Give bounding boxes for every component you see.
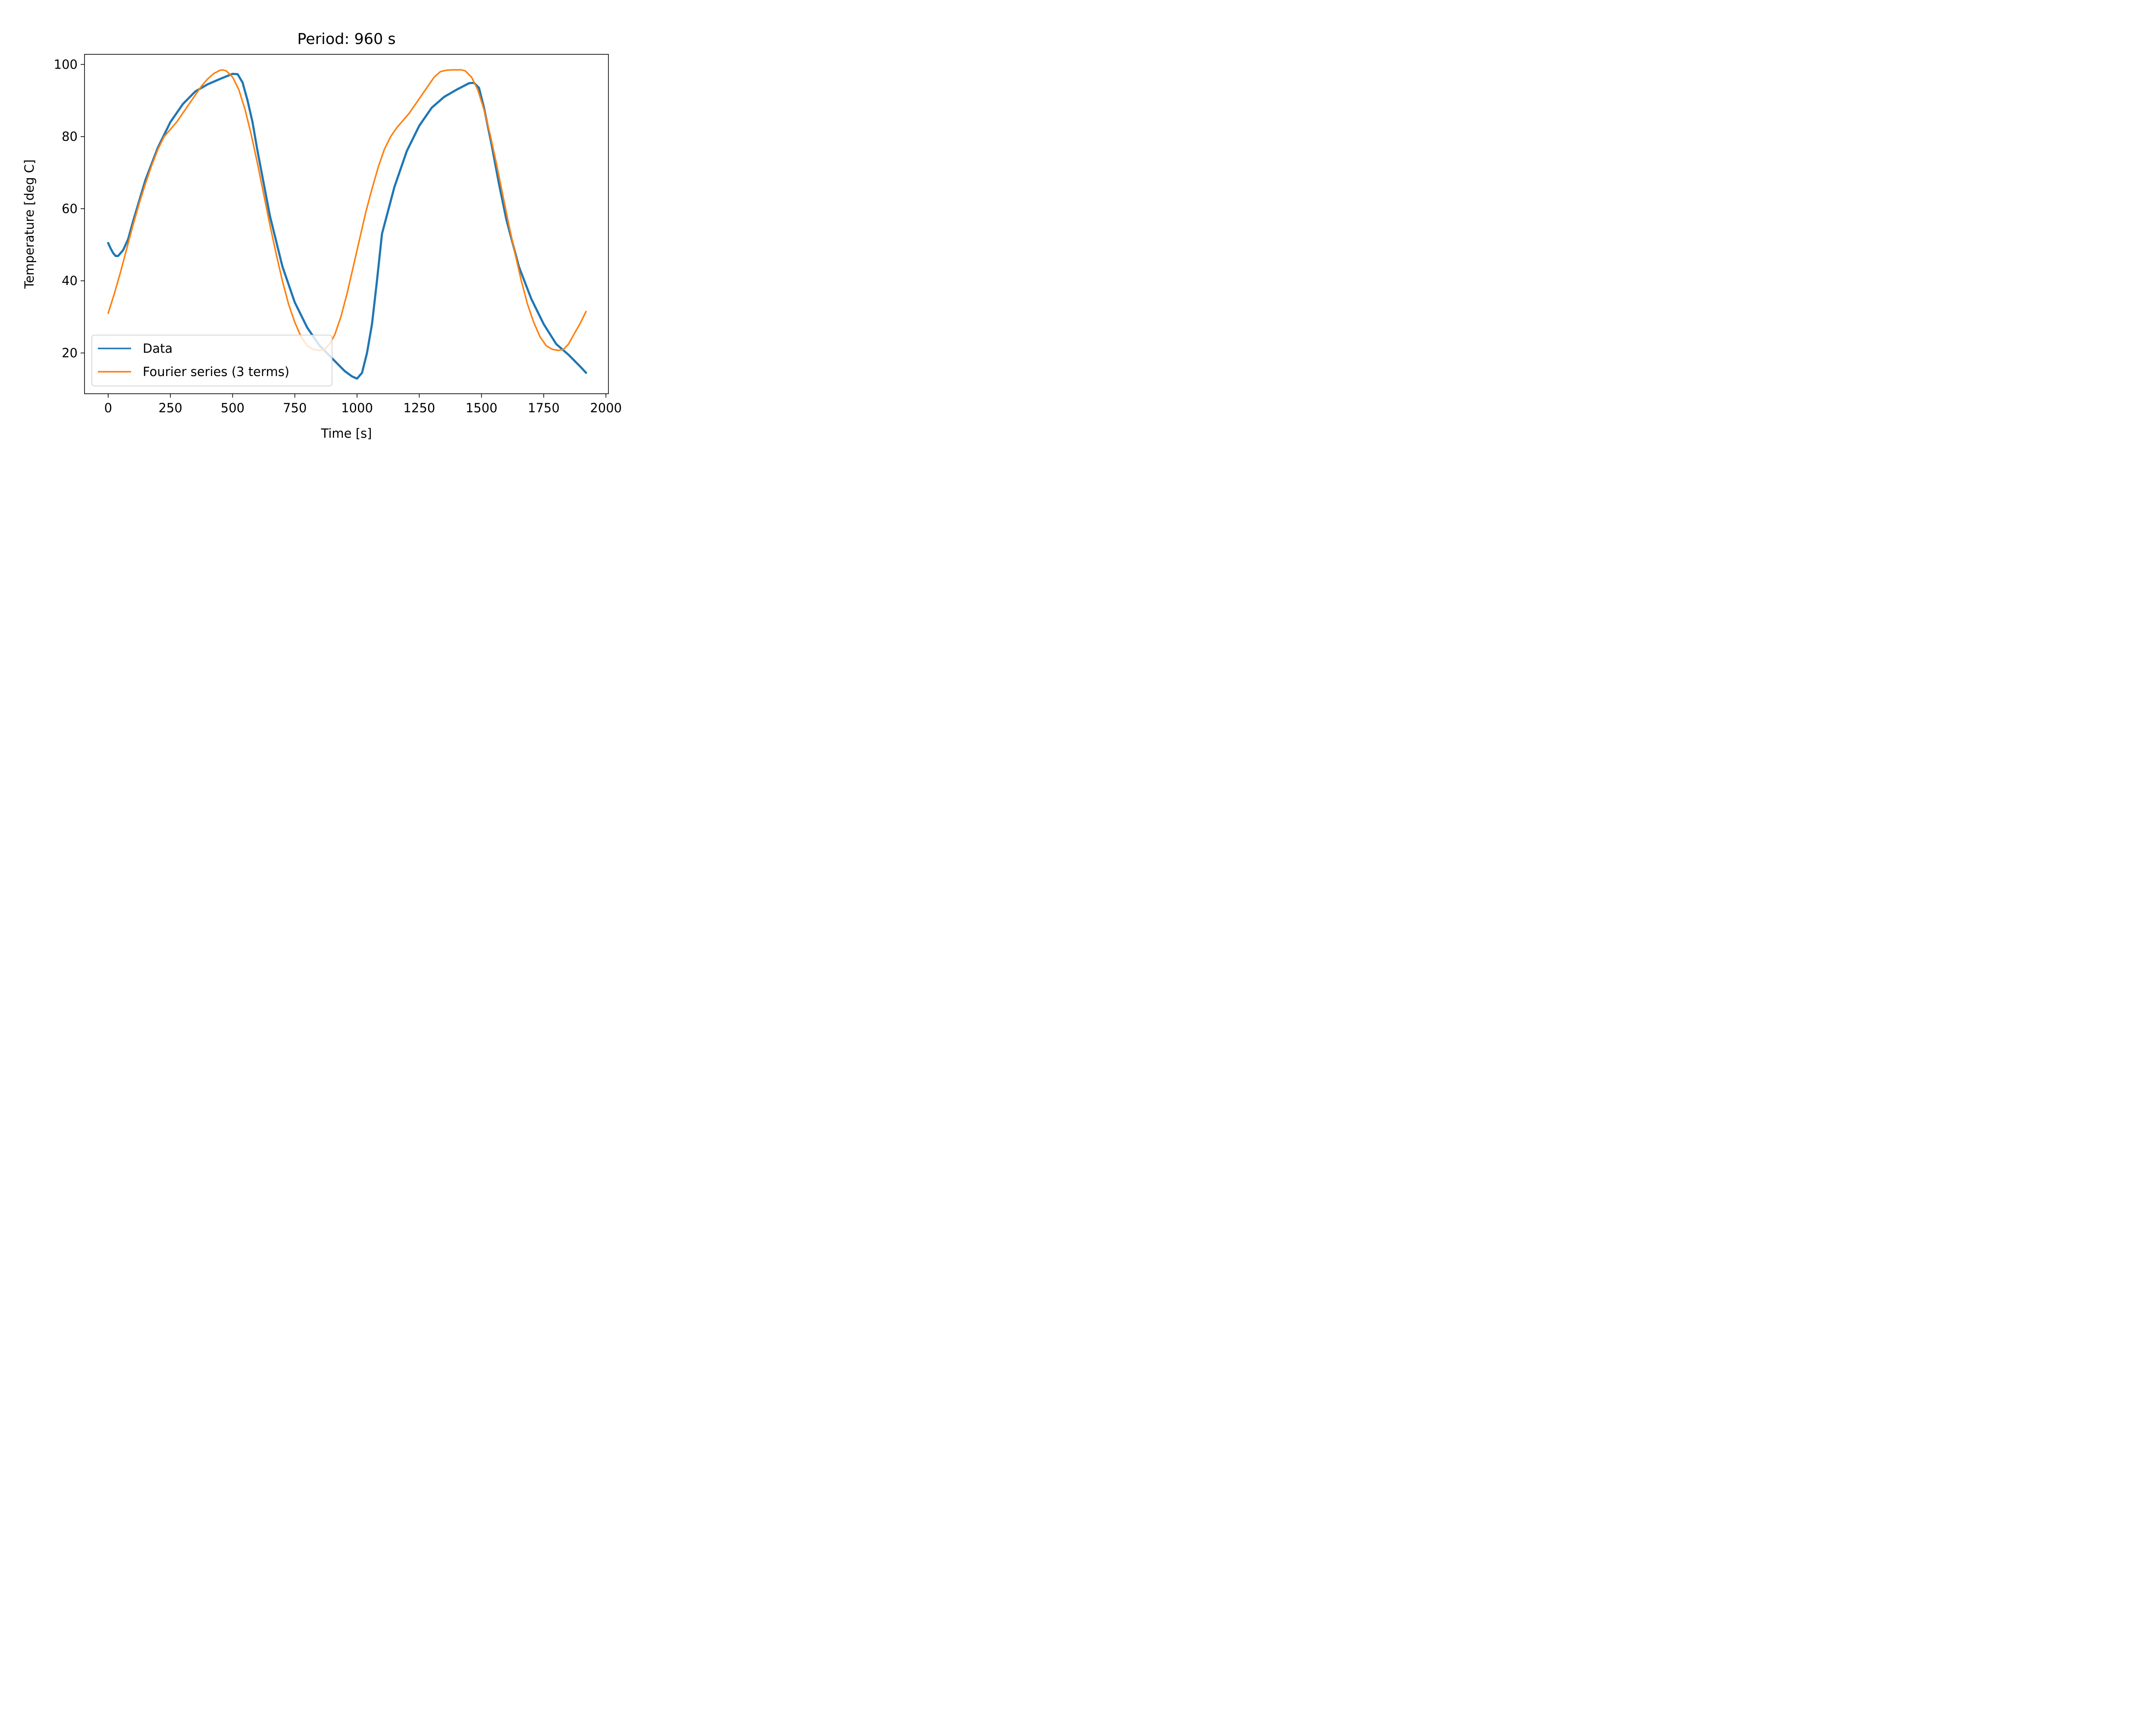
- x-tick-label: 750: [283, 401, 307, 415]
- legend-label-data: Data: [143, 341, 172, 356]
- x-tick-label: 1000: [341, 401, 373, 415]
- series-layer: [107, 69, 587, 380]
- y-tick-label: 20: [62, 345, 78, 360]
- legend: Data Fourier series (3 terms): [91, 335, 332, 386]
- x-tick-label: 2000: [590, 401, 622, 415]
- plot-area-frame: [84, 54, 609, 394]
- line-chart: Period: 960 s 0 250 500 750 1000 1250 1500 1750…: [0, 0, 666, 452]
- chart-title: Period: 960 s: [297, 31, 395, 48]
- x-tick-label: 1750: [528, 401, 560, 415]
- legend-label-fourier: Fourier series (3 terms): [143, 364, 289, 379]
- x-axis: 0 250 500 750 1000 1250 1500 1750 2000: [104, 394, 622, 415]
- legend-box: [91, 335, 332, 386]
- x-tick-label: 250: [158, 401, 182, 415]
- y-axis-label: Temperature [deg C]: [22, 160, 37, 289]
- y-tick-label: 40: [62, 273, 78, 288]
- x-tick-label: 1500: [466, 401, 498, 415]
- x-tick-label: 1250: [403, 401, 435, 415]
- y-axis: 20 40 60 80 100: [54, 57, 85, 360]
- y-tick-label: 100: [54, 57, 78, 72]
- series-line-fourier: [107, 69, 587, 351]
- y-tick-label: 80: [62, 129, 78, 144]
- x-tick-label: 0: [104, 401, 112, 415]
- x-axis-label: Time [s]: [321, 426, 372, 441]
- x-tick-label: 500: [221, 401, 244, 415]
- y-tick-label: 60: [62, 201, 78, 216]
